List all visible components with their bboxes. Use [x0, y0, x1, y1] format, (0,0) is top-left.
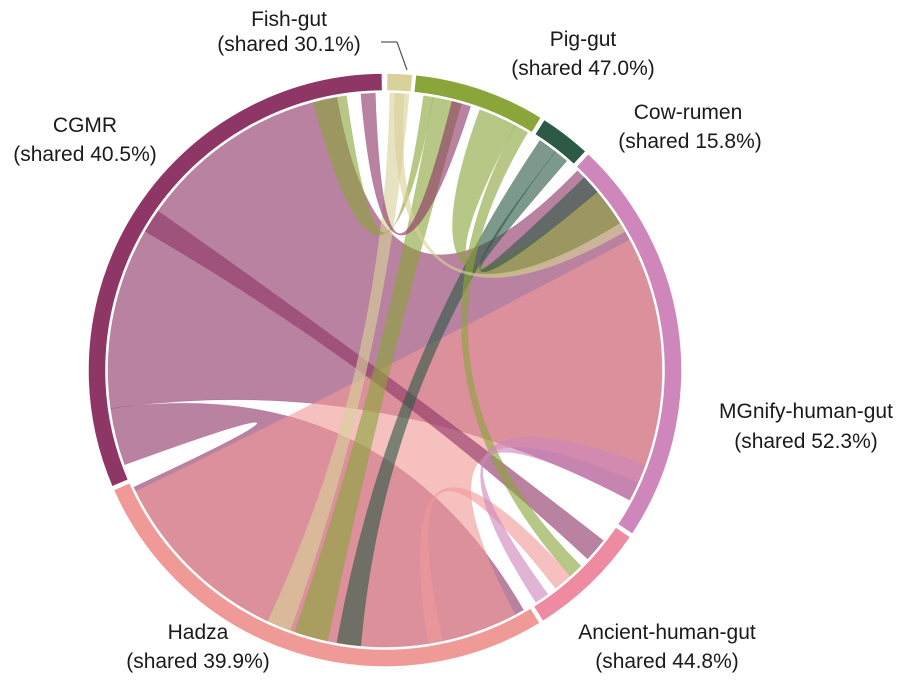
- label-cow-rumen-shared: (shared 15.8%): [618, 130, 762, 153]
- segment-arcs: [87, 72, 683, 668]
- arc-fish-gut: [385, 72, 414, 94]
- arc-hadza: [112, 481, 542, 668]
- ribbon-mgnify-human-gut-to-ancient-human-gut: [480, 437, 646, 603]
- label-pig-gut-name: Pig-gut: [550, 28, 617, 51]
- arc-pig-gut: [412, 73, 543, 134]
- ribbons: [107, 92, 663, 648]
- arc-cgmr: [87, 72, 384, 488]
- label-cow-rumen-name: Cow-rumen: [634, 101, 743, 124]
- arc-mgnify-human-gut: [574, 152, 683, 536]
- label-mgnify-human-gut-name: MGnify-human-gut: [719, 400, 893, 423]
- label-fish-gut-shared: (shared 30.1%): [217, 33, 361, 56]
- label-ancient-human-gut-name: Ancient-human-gut: [578, 621, 756, 644]
- label-hadza-name: Hadza: [168, 621, 229, 644]
- label-ancient-human-gut-shared: (shared 44.8%): [595, 650, 739, 673]
- arc-ancient-human-gut: [532, 525, 632, 623]
- label-fish-gut-name: Fish-gut: [251, 8, 327, 31]
- ribbon-pig-gut-to-ancient-human-gut: [461, 125, 582, 577]
- label-cgmr-shared: (shared 40.5%): [13, 143, 157, 166]
- ribbon-fish-gut-to-mgnify-human-gut: [394, 92, 626, 278]
- label-hadza-shared: (shared 39.9%): [126, 650, 270, 673]
- label-cgmr-name: CGMR: [53, 114, 117, 137]
- label-mgnify-human-gut-shared: (shared 52.3%): [734, 430, 878, 453]
- arc-cow-rumen: [533, 118, 588, 166]
- label-pig-gut-shared: (shared 47.0%): [511, 57, 655, 80]
- ribbon-cow-rumen-to-mgnify-human-gut: [479, 151, 598, 273]
- ribbon-cgmr-to-ancient-human-gut: [144, 210, 604, 560]
- fish-gut-leader-line-2: [396, 41, 408, 71]
- ribbon-cgmr-to-pig-gut: [360, 92, 471, 236]
